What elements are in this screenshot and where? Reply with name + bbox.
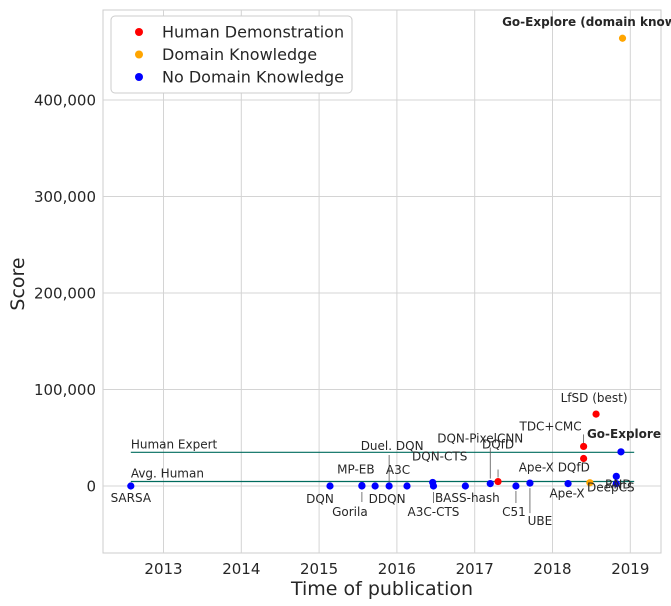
data-point bbox=[486, 479, 494, 488]
legend-entry: Human Demonstration bbox=[162, 23, 344, 42]
data-point bbox=[586, 479, 594, 487]
point-label: DQfD bbox=[482, 438, 514, 452]
point-label: RND bbox=[605, 477, 632, 491]
legend-entry: Domain Knowledge bbox=[162, 45, 317, 64]
point-label: DDQN bbox=[369, 492, 406, 506]
point-label: A3C-CTS bbox=[408, 505, 460, 519]
x-tick-label: 2016 bbox=[378, 560, 416, 578]
point-label: TDC+CMC bbox=[518, 419, 581, 433]
data-point bbox=[371, 482, 379, 490]
data-point bbox=[461, 482, 469, 490]
legend-entry: No Domain Knowledge bbox=[162, 68, 344, 87]
x-axis-label: Time of publication bbox=[290, 578, 473, 600]
reference-line-label: Avg. Human bbox=[131, 466, 204, 480]
data-point bbox=[617, 448, 625, 456]
point-label: Gorila bbox=[332, 505, 368, 519]
point-label: MP-EB bbox=[337, 463, 374, 477]
data-point bbox=[618, 34, 627, 42]
point-label: BASS-hash bbox=[435, 491, 500, 505]
legend-marker bbox=[135, 73, 143, 81]
point-label: DQN bbox=[306, 492, 334, 506]
data-point bbox=[592, 410, 600, 418]
data-point bbox=[127, 482, 135, 490]
legend-marker bbox=[135, 28, 143, 36]
legend-box bbox=[110, 15, 353, 94]
data-point bbox=[612, 479, 620, 488]
data-point bbox=[385, 482, 393, 490]
data-point bbox=[358, 481, 366, 490]
x-tick-label: 2013 bbox=[144, 560, 182, 578]
point-label: Duel. DQN bbox=[361, 439, 424, 453]
point-label: A3C bbox=[386, 463, 410, 477]
point-label: UBE bbox=[528, 514, 553, 528]
data-points bbox=[127, 34, 627, 490]
data-point bbox=[564, 479, 572, 488]
point-labels: DQfD TDC+CMC LfSD (best) Go-Explore (domain… bbox=[111, 15, 671, 528]
y-tick-label: 100,000 bbox=[34, 381, 96, 399]
point-label: Ape-X DQfD bbox=[519, 461, 590, 475]
point-label: DeepCS bbox=[587, 481, 635, 495]
x-tick-label: 2014 bbox=[222, 560, 260, 578]
point-label: DQN-CTS bbox=[412, 449, 467, 463]
x-tick-label: 2015 bbox=[300, 560, 338, 578]
x-tick-labels: 2013 2014 2015 2016 2017 2018 2019 bbox=[144, 560, 649, 578]
y-tick-label: 400,000 bbox=[34, 92, 96, 110]
point-label: C51 bbox=[502, 505, 526, 519]
data-point bbox=[580, 442, 588, 451]
data-point bbox=[429, 478, 437, 487]
x-tick-label: 2017 bbox=[456, 560, 494, 578]
data-point bbox=[526, 479, 534, 487]
point-label: Go-Explore (domain knowledge) bbox=[502, 15, 671, 29]
data-point bbox=[512, 482, 520, 490]
data-point bbox=[612, 472, 620, 480]
legend: Human Demonstration Domain Knowledge No Do… bbox=[110, 15, 353, 94]
data-point bbox=[403, 482, 411, 490]
point-label: SARSA bbox=[111, 491, 152, 505]
legend-marker bbox=[135, 50, 143, 59]
data-point bbox=[326, 482, 334, 490]
y-axis-label: Score bbox=[7, 257, 29, 310]
point-label: Ape-X bbox=[549, 487, 584, 501]
label-leader-lines bbox=[361, 434, 585, 514]
x-tick-label: 2018 bbox=[533, 560, 571, 578]
x-tick-label: 2019 bbox=[611, 560, 649, 578]
data-point bbox=[494, 477, 502, 486]
reference-lines: Human Expert Avg. Human bbox=[130, 437, 635, 483]
reference-line-label: Human Expert bbox=[131, 437, 218, 451]
point-label: Go-Explore bbox=[587, 427, 661, 441]
point-label: DQN-PixelCNN bbox=[437, 432, 523, 446]
point-label: LfSD (best) bbox=[561, 391, 628, 405]
grid bbox=[103, 10, 661, 553]
data-point bbox=[580, 454, 588, 463]
y-tick-labels: 0 100,000 200,000 300,000 400,000 bbox=[34, 92, 96, 496]
y-tick-label: 300,000 bbox=[34, 188, 96, 206]
y-tick-label: 0 bbox=[86, 478, 96, 496]
y-tick-label: 200,000 bbox=[34, 285, 96, 303]
